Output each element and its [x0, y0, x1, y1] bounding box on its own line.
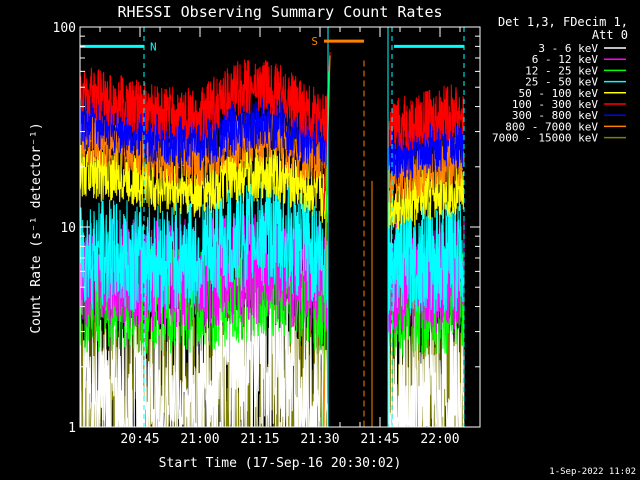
legend-label-3: 12 - 25 keV: [525, 64, 598, 77]
series-100-300-kev-trace-1: [79, 59, 329, 145]
x-axis-label: Start Time (17-Sep-16 20:30:02): [159, 456, 402, 471]
y-axis-label: Count Rate (s⁻¹ detector⁻¹): [29, 122, 44, 333]
series-300-800-kev-trace-2: [387, 114, 465, 180]
saa-spike-red: [323, 51, 331, 212]
y-tick-label-1: 1: [68, 421, 76, 436]
x-tick-label-4: 21:30: [300, 432, 339, 447]
series-12-25-kev-trace-2: [387, 243, 465, 358]
x-tick-label-6: 22:00: [420, 432, 459, 447]
legend-label-9: 7000 - 15000 keV: [492, 132, 598, 145]
series-25-50-kev-trace-2: [387, 201, 465, 314]
x-tick-label-2: 21:00: [180, 432, 219, 447]
legend-label-5: 50 - 100 keV: [519, 87, 599, 100]
annotation-label-n: N: [150, 40, 157, 53]
legend-header-line-2: Att 0: [592, 28, 628, 42]
legend-label-8: 800 - 7000 keV: [505, 120, 598, 133]
legend-label-7: 300 - 800 keV: [512, 109, 598, 122]
series-50-100-kev-trace-2: [387, 159, 465, 230]
axes: 1 10 100 20:45 21:00 21:15 21:30 21:45 22:00: [53, 21, 481, 447]
footer-timestamp: 1-Sep-2022 11:02: [549, 467, 636, 477]
y-tick-label-3: 100: [53, 21, 76, 36]
chart-title: RHESSI Observing Summary Count Rates: [117, 3, 442, 21]
series-50-100-kev-trace-1: [79, 144, 329, 223]
series-100-300-kev-trace-2: [387, 84, 465, 151]
legend-label-2: 6 - 12 keV: [532, 53, 599, 66]
legend-label-4: 25 - 50 keV: [525, 76, 598, 89]
legend-header-line-1: Det 1,3, FDecim 1,: [498, 15, 628, 29]
x-tick-label-3: 21:15: [240, 432, 279, 447]
y-tick-label-2: 10: [60, 221, 76, 236]
series-25-50-kev-trace-1: [79, 176, 329, 314]
legend-label-6: 100 - 300 keV: [512, 98, 598, 111]
annotation-label-s: S: [311, 35, 318, 48]
x-tick-label-5: 21:45: [360, 432, 399, 447]
x-tick-label-1: 20:45: [120, 432, 159, 447]
legend-label-1: 3 - 6 keV: [538, 42, 598, 55]
